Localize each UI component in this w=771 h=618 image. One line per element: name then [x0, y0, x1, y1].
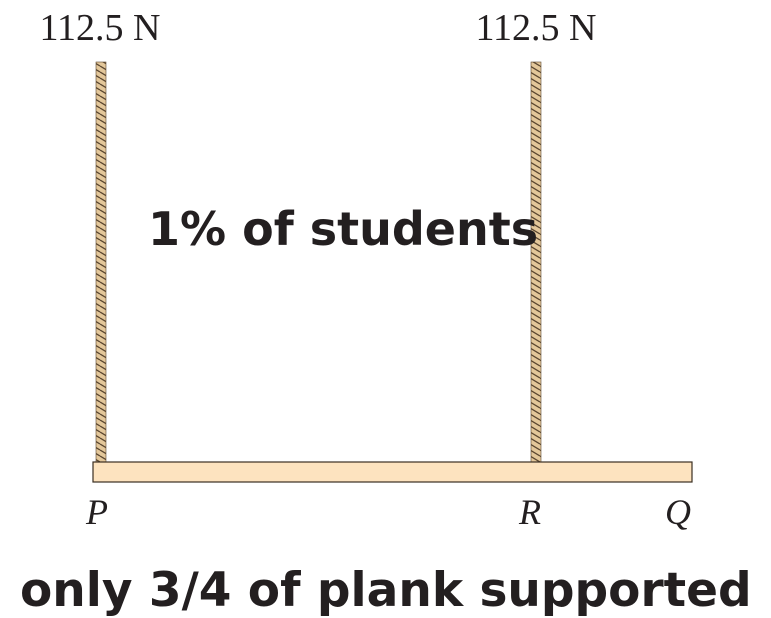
force-label: 112.5 N [475, 7, 596, 49]
force-label: 112.5 N [39, 7, 160, 49]
rope [530, 61, 542, 464]
plank [92, 461, 693, 483]
caption: 1% of students [148, 202, 538, 256]
point-label: P [85, 492, 108, 532]
point-label: Q [665, 492, 691, 532]
footer: only 3/4 of plank supported [20, 563, 752, 618]
rope [95, 61, 107, 464]
point-label: R [518, 492, 541, 532]
